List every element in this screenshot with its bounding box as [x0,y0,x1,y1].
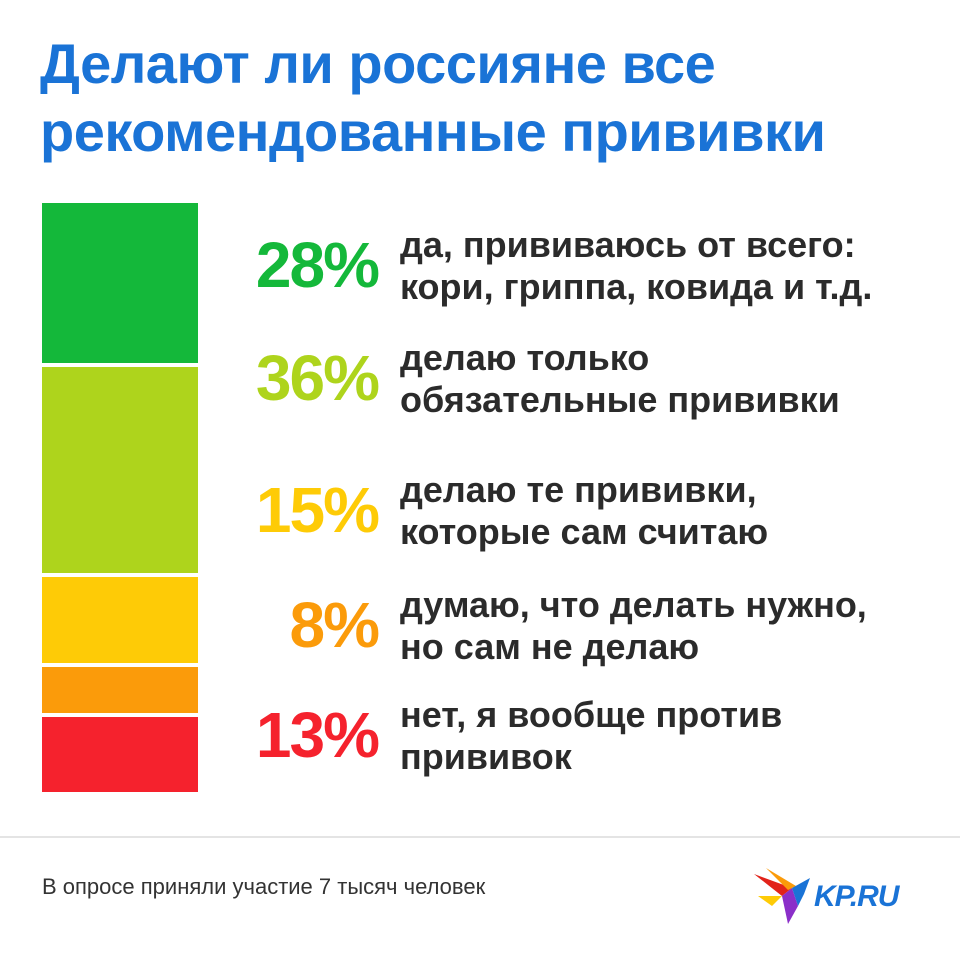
legend-row: 36% делаю только обязательные прививки [220,333,950,423]
kp-logo[interactable]: KP.RU [752,866,932,926]
category-label: думаю, что делать нужно, но сам не делаю [400,584,960,668]
legend-row: 15% делаю те прививки, которые сам считаю [220,465,950,555]
bar-segment [42,577,198,663]
logo-text: KP.RU [814,880,899,913]
category-label-line: прививок [400,736,572,777]
value-label: 15% [255,474,380,546]
bar-segment [42,717,198,792]
legend-row: 13% нет, я вообще против прививок [220,690,950,780]
category-label-line: нет, я вообще против [400,694,783,735]
category-label-line: кори, гриппа, ковида и т.д. [400,266,873,307]
stacked-bar [42,203,198,792]
bar-segment [42,367,198,573]
category-label: нет, я вообще против прививок [400,694,960,778]
chart-title: Делают ли россияне все рекомендованные п… [40,30,940,166]
footer-divider [0,836,960,838]
category-label-line: делаю те прививки, [400,469,757,510]
bar-segment [42,667,198,713]
category-label: да, прививаюсь от всего: кори, гриппа, ко… [400,224,960,308]
category-label-line: делаю только [400,337,650,378]
chart-title-line-2: рекомендованные прививки [40,100,826,163]
value-label: 13% [255,699,380,771]
category-label: делаю только обязательные прививки [400,337,960,421]
category-label-line: которые сам считаю [400,511,769,552]
category-label-line: да, прививаюсь от всего: [400,224,856,265]
value-label: 28% [255,229,380,301]
category-label-line: но сам не делаю [400,626,700,667]
value-label: 8% [289,589,381,661]
survey-footnote: В опросе приняли участие 7 тысяч человек [42,874,486,899]
legend-row: 8% думаю, что делать нужно, но сам не дела… [220,580,950,670]
category-label: делаю те прививки, которые сам считаю [400,469,960,553]
category-label-line: думаю, что делать нужно, [400,584,867,625]
chart-title-line-1: Делают ли россияне все [40,32,716,95]
bird-icon [754,868,810,924]
bar-segment [42,203,198,363]
legend-row: 28% да, прививаюсь от всего: кори, гриппа,… [220,220,950,310]
category-label-line: обязательные прививки [400,379,840,420]
value-label: 36% [255,342,380,414]
